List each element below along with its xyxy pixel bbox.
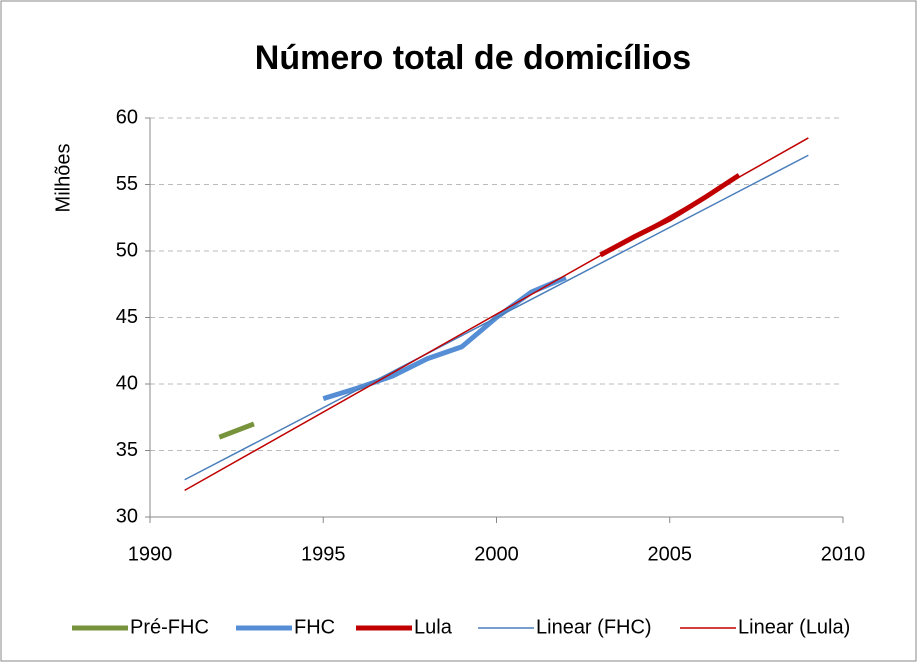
y-tick-label: 60 [116,106,138,128]
chart-title: Número total de domicílios [255,39,691,77]
legend-label: Linear (FHC) [536,616,652,638]
x-tick-label: 1995 [301,543,346,565]
y-axis-label: Milhões [52,144,74,213]
legend-label: Pré-FHC [130,616,209,638]
x-tick-label: 2010 [821,543,866,565]
legend-label: Lula [414,616,453,638]
legend-label: FHC [294,616,335,638]
y-tick-label: 35 [116,439,138,461]
x-tick-label: 1990 [128,543,173,565]
series-line [184,154,809,481]
series-line [218,421,255,440]
y-tick-label: 30 [116,505,138,527]
y-tick-label: 55 [116,173,138,195]
series-line [184,137,809,492]
y-tick-label: 50 [116,239,138,261]
legend-label: Linear (Lula) [738,616,850,638]
x-tick-label: 2000 [474,543,519,565]
y-tick-label: 45 [116,306,138,328]
y-tick-label: 40 [116,372,138,394]
x-tick-label: 2005 [648,543,693,565]
